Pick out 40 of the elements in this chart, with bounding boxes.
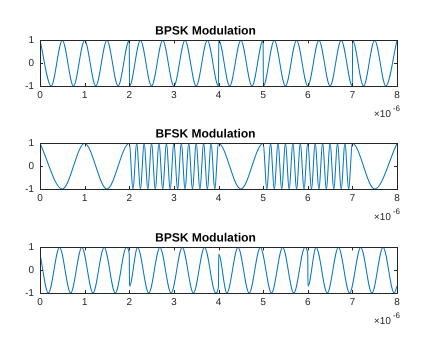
x-tick-label: 5 [260,90,266,101]
x-tick-label: 6 [304,90,311,101]
x-tick-label: 6 [304,296,311,308]
x-tick-label: 2 [126,192,132,204]
x-tick-label: 4 [216,90,222,101]
chart-title: BPSK Modulation [155,24,256,38]
x-tick-label: 1 [82,90,88,101]
y-tick-label: -1 [25,288,34,299]
x-tick-label: 2 [126,296,132,308]
x-tick-label: 4 [216,296,222,308]
x-tick-label: 5 [260,296,266,308]
y-tick-label: 0 [28,264,34,276]
x-tick-label: 5 [260,192,266,204]
y-tick-label: 0 [28,58,34,69]
chart-title: BPSK Modulation [155,230,256,245]
x-tick-label: 6 [304,192,311,204]
x-tick-label: 0 [37,90,44,101]
y-tick-label: 1 [28,35,34,46]
x-tick-label: 7 [350,90,356,101]
y-tick-label: -1 [25,184,34,195]
y-tick-label: 0 [28,160,34,172]
x-tick-label: 0 [37,192,44,204]
line-series [40,247,397,293]
x-tick-label: 2 [126,90,132,101]
x-tick-label: 7 [350,296,356,308]
x-tick-label: 0 [37,296,44,308]
chart-title: BFSK Modulation [156,126,256,141]
x-tick-label: 8 [394,296,400,308]
x-tick-label: 8 [394,192,400,204]
x-tick-label: 3 [171,90,178,101]
y-tick-label: 1 [28,138,34,150]
x-tick-label: 3 [171,296,178,308]
x-tick-label: 4 [216,192,222,204]
x-tick-label: 8 [394,90,400,101]
x-tick-label: 7 [350,192,356,204]
x-tick-label: 1 [82,192,88,204]
x-tick-label: 1 [82,296,88,308]
y-tick-label: 1 [28,242,34,254]
y-tick-label: -1 [25,80,34,92]
x-tick-label: 3 [171,192,178,204]
